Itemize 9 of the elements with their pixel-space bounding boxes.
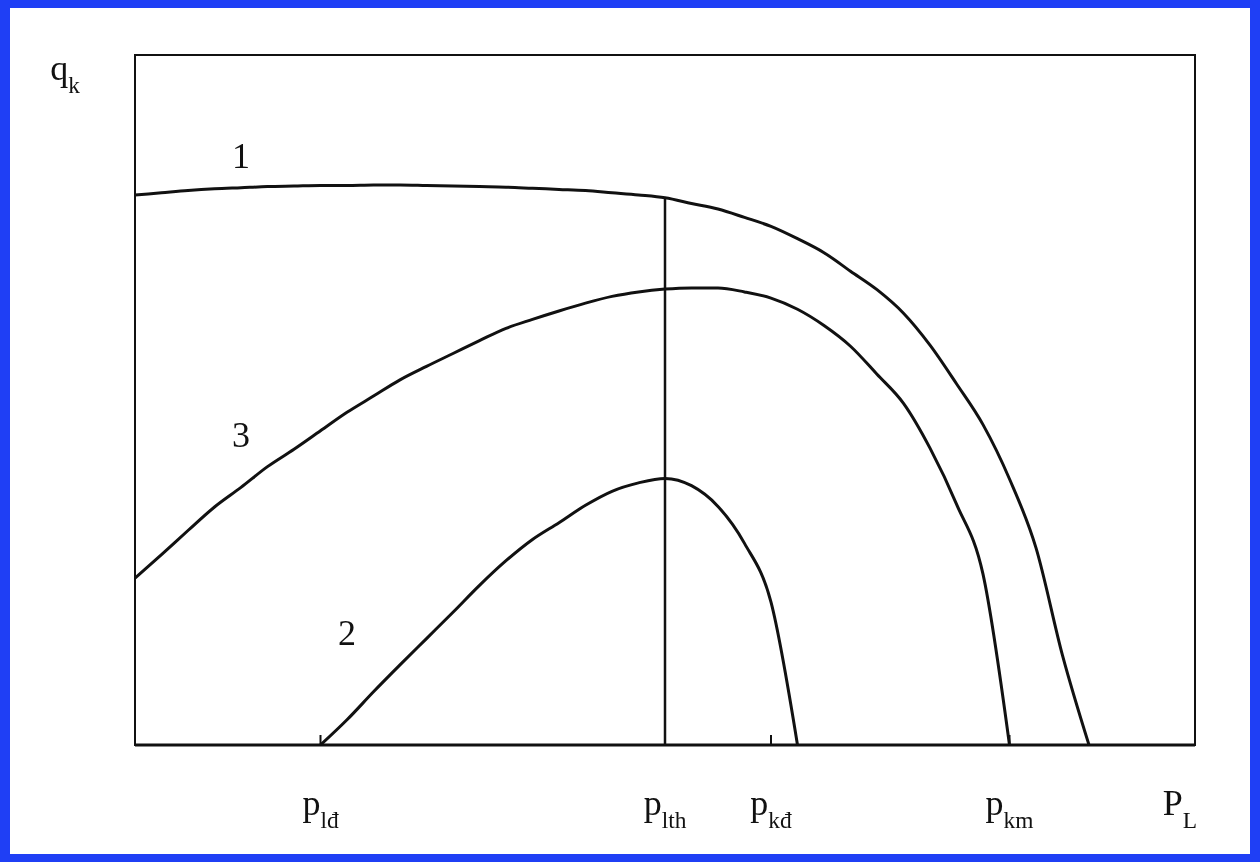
x-tick-label: p$_{lđ}$	[302, 783, 339, 833]
x-axis-title: P$_{L}$	[1162, 783, 1198, 833]
x-tick-label: p$_{kđ}$	[750, 783, 792, 833]
y-axis-title: q$_{k}$	[50, 48, 81, 98]
series-label: 3	[232, 415, 250, 456]
series-label: 2	[338, 612, 356, 653]
series-label: 1	[232, 135, 250, 176]
x-tick-label: p$_{lth}$	[643, 783, 687, 833]
x-tick-label: p$_{km}$	[985, 783, 1034, 833]
